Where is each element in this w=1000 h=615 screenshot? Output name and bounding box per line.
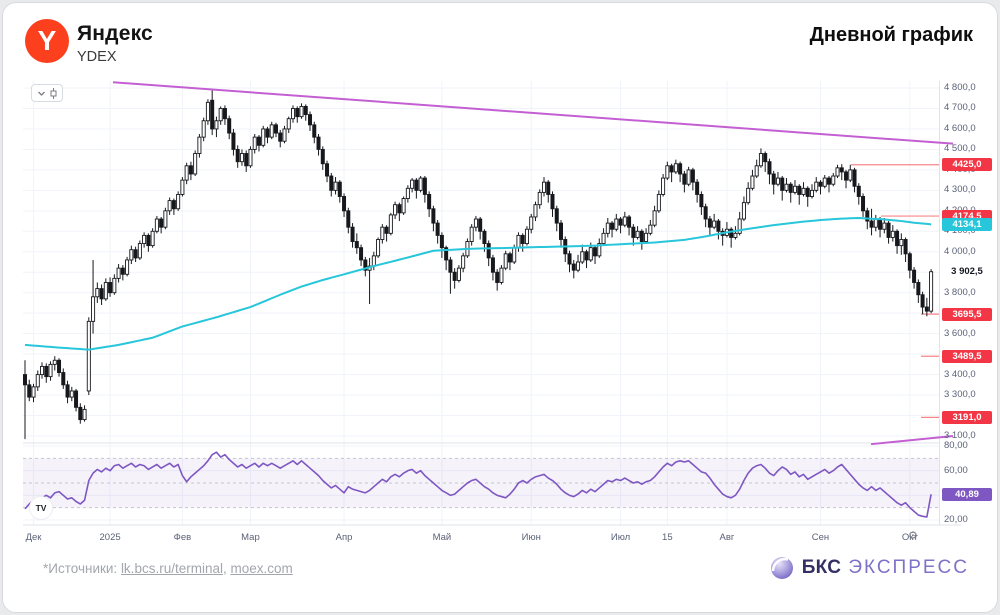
bks-brand-name: БКС (801, 557, 842, 578)
support-resistance-levels (851, 164, 939, 418)
price-tick: 3 400,0 (944, 368, 976, 380)
price-tick: 4 300,0 (944, 184, 976, 196)
sources-note: *Источники: lk.bcs.ru/terminal, moex.com (43, 561, 293, 576)
price-level-label: 3191,0 (942, 410, 992, 424)
rsi-indicator-line (24, 451, 932, 518)
tradingview-watermark-icon: TV (30, 497, 52, 519)
yandex-logo: Y (25, 19, 69, 63)
price-level-label: 4134,1 (942, 217, 992, 231)
time-tick: Июл (610, 532, 631, 543)
rsi-tick: 60,00 (944, 464, 968, 476)
time-tick: Фев (173, 532, 192, 543)
price-level-label: 3695,5 (942, 307, 992, 321)
price-tick: 3 800,0 (944, 286, 976, 298)
price-level-label: 3 902,5 (942, 265, 992, 279)
rsi-tick: 80,00 (944, 440, 968, 451)
time-tick: 15 (662, 532, 673, 543)
time-tick: Мар (241, 532, 260, 543)
price-tick: 3 600,0 (944, 327, 976, 339)
sources-separator: , (222, 561, 231, 576)
time-tick: Сен (811, 532, 830, 543)
time-tick: Апр (335, 532, 353, 543)
upper-resistance (112, 81, 954, 145)
sources-prefix: *Источники: (43, 561, 121, 576)
time-tick: Июн (521, 532, 541, 543)
candlestick-icon (50, 87, 57, 99)
price-level-label: 3489,5 (942, 349, 992, 363)
price-tick: 4 000,0 (944, 245, 976, 257)
yandex-logo-letter: Y (37, 25, 57, 56)
time-tick: Май (432, 532, 452, 543)
price-tick: 4 600,0 (944, 122, 976, 134)
chart-area[interactable]: 4 800,04 700,04 600,04 500,04 400,04 300… (3, 3, 997, 612)
candles-series (23, 89, 934, 440)
page-title: Яндекс (77, 22, 153, 45)
trendlines (112, 81, 954, 446)
candlestick-chart[interactable] (3, 3, 998, 613)
time-tick: Окт (901, 532, 918, 543)
price-level-label: 4425,0 (942, 158, 992, 172)
source-link-moex[interactable]: moex.com (230, 561, 293, 576)
price-tick: 4 500,0 (944, 143, 976, 155)
bks-express-logo: БКС ЭКСПРЕСС (769, 555, 969, 581)
price-tick: 4 700,0 (944, 102, 976, 114)
time-tick: Авг (719, 532, 735, 543)
price-tick: 4 800,0 (944, 82, 976, 93)
chevron-down-icon (38, 91, 45, 96)
bks-sphere-icon (770, 557, 793, 579)
price-tick: 3 300,0 (944, 389, 976, 401)
legend-collapse-button[interactable] (31, 84, 63, 102)
rsi-value-label: 40,89 (942, 487, 992, 501)
panel-borders (23, 81, 961, 526)
price-tick: 3 100,0 (944, 430, 976, 441)
axis-settings-gear-icon[interactable]: ⚙ (908, 530, 918, 542)
source-link-bcs[interactable]: lk.bcs.ru/terminal (120, 561, 223, 576)
grid-lines (23, 81, 939, 525)
rsi-tick: 20,00 (944, 514, 968, 525)
lower-support (870, 435, 954, 446)
bks-brand-suffix: ЭКСПРЕСС (848, 557, 969, 578)
moving-average-line (24, 216, 932, 351)
chart-period-title: Дневной график (809, 24, 973, 46)
time-tick: 2025 (99, 532, 121, 543)
time-tick: Дек (25, 532, 42, 543)
ticker-label: YDEX (77, 49, 117, 65)
